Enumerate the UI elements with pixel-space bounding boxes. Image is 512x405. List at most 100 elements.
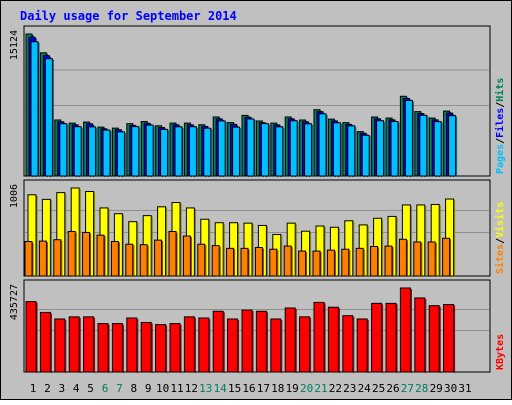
legend-entry: / [495,238,506,244]
sites-bar [254,246,264,277]
kbytes-bar [299,316,312,373]
legend-hits-files-pages: Pages/Files/Hits [494,78,506,174]
sites-bar [24,241,34,277]
x-tick-label: 8 [130,382,137,395]
pages-bar [448,115,458,177]
sites-bar [226,247,236,277]
pages-bar [318,113,328,177]
pages-bar [289,120,299,177]
legend-entry: Sites [494,244,506,274]
x-tick-label: 26 [386,382,399,395]
pages-bar [145,124,155,177]
x-tick-label: 7 [116,382,123,395]
legend-entry: Files [494,108,506,138]
x-tick-label: 16 [242,382,255,395]
legend-entry: Pages [495,144,506,174]
kbytes-bar [83,316,96,373]
sites-bar [398,238,408,277]
x-tick-label: 10 [156,382,169,395]
sites-bar [442,237,452,277]
sites-bar [110,241,120,277]
x-tick-label: 18 [271,382,284,395]
pages-bar [404,99,414,177]
y-max-label: 15124 [9,30,20,60]
pages-bar [304,123,314,177]
sites-bar [384,245,394,277]
x-tick-label: 22 [329,382,342,395]
kbytes-bar [25,301,38,373]
kbytes-bar [356,318,369,373]
kbytes-bar [97,323,110,373]
legend-entry: Visits [494,202,506,238]
kbytes-bar [140,321,153,373]
sites-bar [154,239,164,277]
pages-bar [433,121,443,177]
x-axis-day-labels: 1 2 3 4 5 6 7 8 9 10 11 12 13 14 15 16 17 18 19 20 21 22 23 24 2… [30,382,472,395]
pages-bar [88,126,98,177]
pages-bar [203,127,213,177]
pages-bar [376,120,386,177]
x-tick-label: 25 [372,382,385,395]
pages-bar [160,128,170,177]
x-tick-label: 27 [401,382,414,395]
kbytes-bar [313,301,326,373]
pages-bar [390,121,400,177]
sites-bar [355,247,365,277]
kbytes-bar [255,310,268,373]
x-tick-label: 4 [73,382,80,395]
x-tick-label: 14 [214,382,228,395]
sites-bar [370,246,380,277]
pages-bar [174,126,184,177]
x-tick-label: 30 [444,382,457,395]
pages-bar [260,123,270,177]
y-max-label: 1006 [9,184,20,208]
panel-visits-sites: 1006 Sites/Visits [9,179,506,277]
pages-bar [246,118,256,177]
sites-bar [182,235,192,277]
sites-bar [240,247,250,277]
sites-bar [298,250,308,277]
pages-bar [116,131,126,177]
x-tick-label: 12 [185,382,198,395]
sites-bar [427,241,437,277]
kbytes-bar [342,315,355,373]
kbytes-bar [270,318,283,373]
kbytes-bar [212,310,225,373]
pages-bar [232,126,242,177]
x-tick-label: 3 [58,382,65,395]
x-tick-label: 20 [300,382,313,395]
sites-bar [67,230,77,277]
sites-bar [125,243,135,277]
legend-entry: Hits [494,78,506,102]
pages-bar [188,126,198,177]
x-tick-label: 13 [199,382,212,395]
kbytes-bar [414,297,427,373]
x-tick-label: 21 [314,382,327,395]
kbytes-bar [169,323,182,373]
legend-entry: / [495,138,506,144]
pages-bar [217,120,227,177]
x-tick-label: 11 [170,382,183,395]
pages-bar [419,114,429,177]
legend-visits-sites: Sites/Visits [494,202,506,274]
sites-bar [197,243,207,277]
sites-bar [139,244,149,277]
pages-bar [73,126,83,177]
pages-bar [275,126,285,177]
sites-bar [312,250,322,277]
kbytes-bar [54,318,67,373]
sites-bar [413,241,423,277]
legend-kbytes: KBytes [495,334,506,370]
pages-bar [44,58,54,177]
x-tick-label: 9 [145,382,152,395]
panel-kbytes: 435727 KBytes [9,279,506,373]
sites-bar [211,245,221,277]
x-tick-label: 19 [286,382,299,395]
x-tick-label: 17 [257,382,270,395]
x-tick-label: 1 [30,382,37,395]
x-tick-label: 28 [415,382,428,395]
sites-bar [269,248,279,277]
